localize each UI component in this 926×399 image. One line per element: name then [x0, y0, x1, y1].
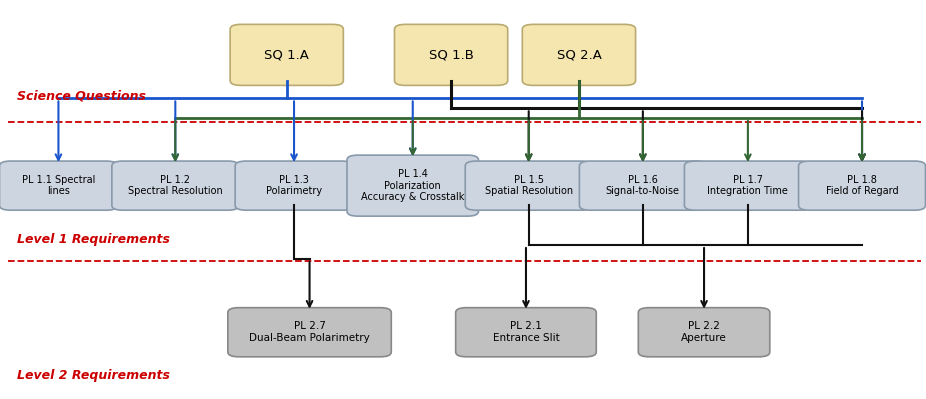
FancyBboxPatch shape — [580, 161, 707, 210]
FancyBboxPatch shape — [798, 161, 925, 210]
Text: PL 1.2
Spectral Resolution: PL 1.2 Spectral Resolution — [128, 175, 222, 196]
Text: PL 1.1 Spectral
lines: PL 1.1 Spectral lines — [21, 175, 95, 196]
FancyBboxPatch shape — [684, 161, 811, 210]
Text: PL 2.2
Aperture: PL 2.2 Aperture — [682, 322, 727, 343]
Text: PL 1.8
Field of Regard: PL 1.8 Field of Regard — [826, 175, 898, 196]
FancyBboxPatch shape — [0, 161, 118, 210]
FancyBboxPatch shape — [456, 308, 596, 357]
Text: PL 1.4
Polarization
Accuracy & Crosstalk: PL 1.4 Polarization Accuracy & Crosstalk — [361, 169, 465, 202]
Text: Science Questions: Science Questions — [18, 90, 146, 103]
Text: PL 1.7
Integration Time: PL 1.7 Integration Time — [707, 175, 788, 196]
Text: PL 2.7
Dual-Beam Polarimetry: PL 2.7 Dual-Beam Polarimetry — [249, 322, 369, 343]
FancyBboxPatch shape — [522, 24, 635, 85]
Text: PL 1.3
Polarimetry: PL 1.3 Polarimetry — [266, 175, 322, 196]
FancyBboxPatch shape — [394, 24, 507, 85]
FancyBboxPatch shape — [638, 308, 770, 357]
Text: Level 2 Requirements: Level 2 Requirements — [18, 369, 170, 382]
Text: SQ 1.A: SQ 1.A — [264, 48, 309, 61]
FancyBboxPatch shape — [235, 161, 353, 210]
Text: PL 2.1
Entrance Slit: PL 2.1 Entrance Slit — [493, 322, 559, 343]
FancyBboxPatch shape — [228, 308, 392, 357]
Text: PL 1.6
Signal-to-Noise: PL 1.6 Signal-to-Noise — [606, 175, 680, 196]
Text: SQ 2.A: SQ 2.A — [557, 48, 601, 61]
Text: PL 1.5
Spatial Resolution: PL 1.5 Spatial Resolution — [484, 175, 573, 196]
FancyBboxPatch shape — [230, 24, 344, 85]
Text: Level 1 Requirements: Level 1 Requirements — [18, 233, 170, 246]
Text: SQ 1.B: SQ 1.B — [429, 48, 473, 61]
FancyBboxPatch shape — [347, 155, 479, 216]
FancyBboxPatch shape — [465, 161, 593, 210]
FancyBboxPatch shape — [112, 161, 239, 210]
